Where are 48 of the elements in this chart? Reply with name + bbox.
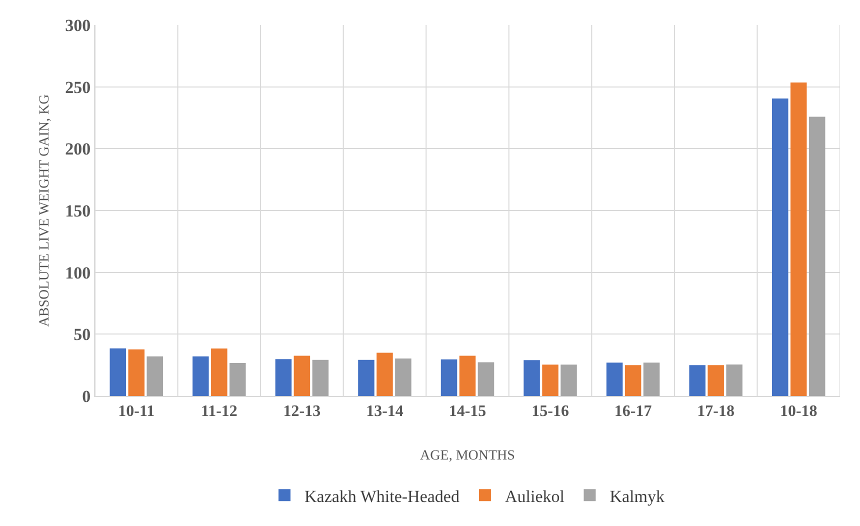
bar (808, 116, 826, 396)
bar (726, 364, 742, 396)
bar (211, 348, 228, 396)
bar (459, 356, 476, 396)
x-axis-title: AGE, MONTHS (420, 448, 515, 464)
y-tick-label: 250 (65, 78, 91, 97)
bar (708, 365, 724, 396)
bar (376, 352, 393, 396)
bar (478, 362, 494, 396)
x-tick-label: 13-14 (366, 403, 404, 420)
y-tick-label: 0 (82, 386, 91, 406)
x-tick-label: 14-15 (448, 403, 486, 420)
bar (230, 362, 246, 396)
x-tick-label: 15-16 (532, 403, 569, 420)
bar (128, 349, 145, 396)
bar (395, 358, 412, 396)
y-tick-label: 50 (74, 325, 91, 344)
legend-label: Auliekol (504, 486, 565, 506)
bar (294, 356, 310, 396)
x-tick-label: 10-11 (118, 403, 155, 420)
x-tick-label: 10-18 (780, 403, 818, 420)
bar (146, 356, 164, 396)
bar (689, 365, 706, 396)
legend-label: Kazakh White-Headed (304, 486, 460, 506)
y-tick-label: 300 (65, 16, 91, 35)
bar (524, 360, 540, 396)
bar (624, 365, 642, 396)
bar (110, 348, 126, 396)
y-tick-label: 200 (65, 140, 91, 159)
bar (440, 359, 458, 396)
x-tick-label: 12-13 (283, 403, 321, 420)
bar (560, 364, 577, 396)
bar (542, 364, 558, 396)
x-tick-label: 11-12 (200, 403, 238, 420)
y-tick-label: 100 (65, 263, 91, 282)
bar (772, 98, 788, 396)
bar (275, 359, 292, 396)
x-tick-label: 17-18 (697, 403, 734, 420)
x-tick-label: 16-17 (614, 403, 652, 420)
bar (192, 356, 209, 396)
bar (643, 362, 660, 396)
y-tick-label: 150 (65, 201, 91, 220)
bar (606, 362, 623, 396)
bar (790, 82, 807, 396)
legend-label: Kalmyk (610, 486, 666, 506)
y-axis-title: ABSOLUTE LIVE WEIGHT GAIN, KG (38, 94, 53, 327)
bar (312, 360, 329, 396)
bar (358, 360, 374, 396)
